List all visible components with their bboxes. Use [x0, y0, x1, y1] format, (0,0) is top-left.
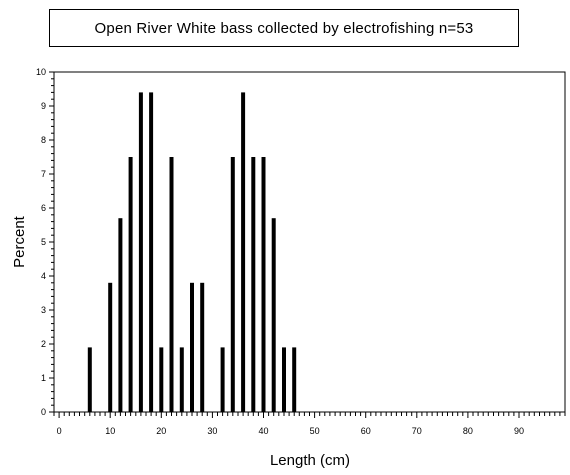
x-tick-label: 80: [463, 426, 473, 436]
x-axis-label: Length (cm): [270, 452, 350, 469]
bar: [169, 157, 174, 412]
x-tick-label: 70: [412, 426, 422, 436]
bar: [138, 92, 143, 413]
x-tick-label: 20: [156, 426, 166, 436]
bar: [87, 347, 92, 412]
y-tick-label: 5: [41, 237, 46, 247]
y-tick-label: 3: [41, 305, 46, 315]
bar: [149, 92, 154, 413]
y-tick-label: 1: [41, 373, 46, 383]
bar: [200, 282, 205, 412]
y-tick-label: 2: [41, 339, 46, 349]
y-tick-label: 0: [41, 407, 46, 417]
x-tick-label: 30: [207, 426, 217, 436]
bar: [241, 92, 246, 413]
chart-title: Open River White bass collected by elect…: [49, 9, 519, 47]
bar: [282, 347, 286, 412]
x-tick-label: 40: [258, 426, 268, 436]
bar: [251, 157, 256, 412]
bar: [271, 218, 276, 412]
bar: [220, 347, 225, 412]
bar: [108, 282, 113, 412]
x-tick-label: 60: [361, 426, 371, 436]
y-axis-label: Percent: [11, 215, 28, 268]
bar: [230, 157, 235, 412]
bar: [292, 347, 297, 412]
y-tick-label: 10: [36, 67, 46, 77]
y-tick-label: 6: [41, 203, 46, 213]
x-tick-label: 50: [310, 426, 320, 436]
bar: [261, 157, 266, 412]
y-tick-label: 8: [41, 135, 46, 145]
y-tick-label: 4: [41, 271, 46, 281]
bar: [118, 218, 123, 412]
bar: [159, 347, 164, 412]
x-tick-label: 10: [105, 426, 115, 436]
x-tick-label: 90: [514, 426, 524, 436]
x-tick-label: 0: [57, 426, 62, 436]
bar: [190, 282, 194, 412]
bar: [179, 347, 184, 412]
y-tick-label: 9: [41, 101, 46, 111]
bar: [128, 157, 133, 412]
y-tick-label: 7: [41, 169, 46, 179]
